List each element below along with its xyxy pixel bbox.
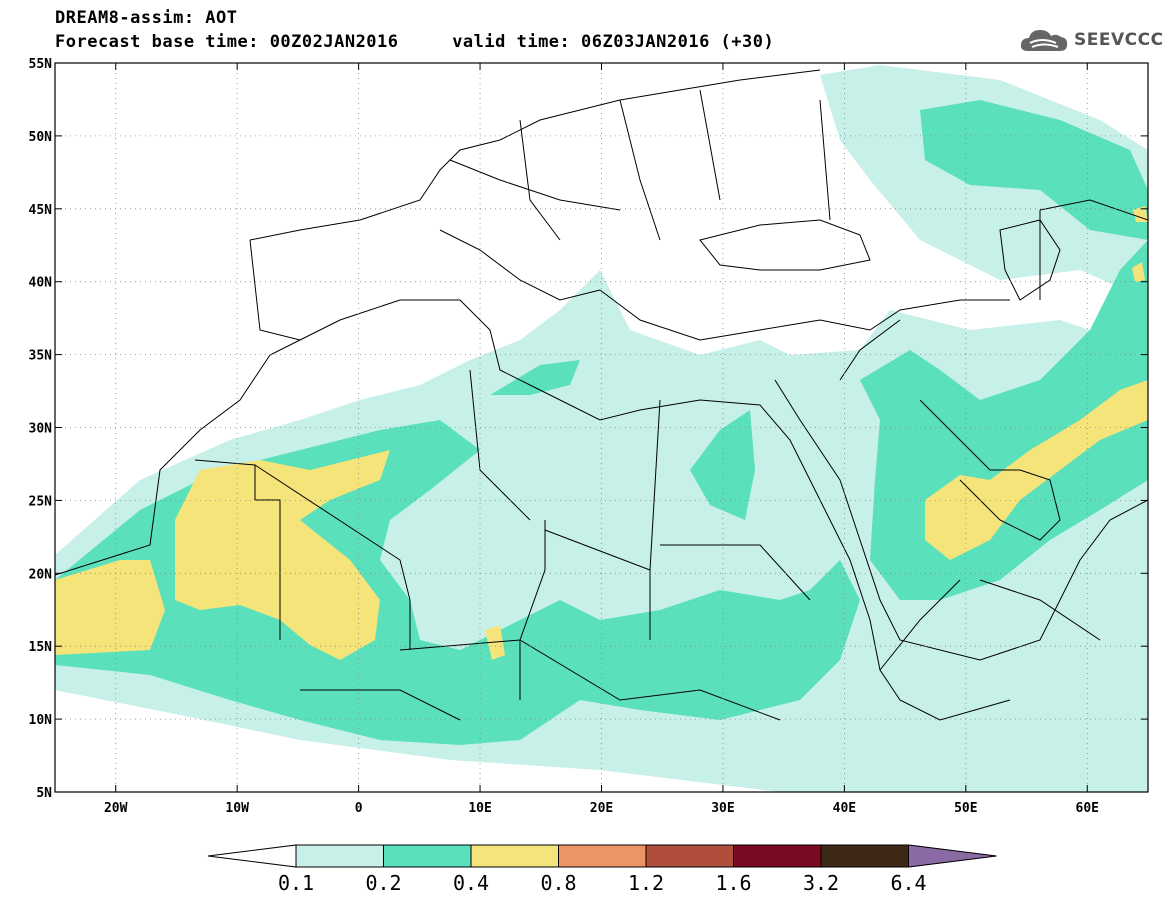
lat-label: 10N [29,713,53,728]
colorbar-segment [820,844,909,868]
lon-label: 20W [104,801,128,816]
lat-label: 50N [29,130,53,145]
lon-label: 20E [590,801,613,816]
colorbar-segment [295,844,384,868]
colorbar-segment [558,844,647,868]
colorbar-extend-high [908,844,997,868]
lat-label: 45N [29,203,53,218]
lon-label: 10W [225,801,249,816]
colorbar-segment [645,844,734,868]
lat-label: 30N [29,422,53,437]
colorbar-label: 6.4 [890,871,926,895]
logo-text: SEEVCCC [1074,30,1164,50]
aot-level-0.4-0.8 [55,206,1148,660]
colorbar-extend-low [207,844,297,868]
colorbar-label: 0.1 [278,871,314,895]
colorbar-label: 0.2 [365,871,401,895]
lat-label: 20N [29,567,53,582]
lat-label: 40N [29,276,53,291]
colorbar-segment [383,844,472,868]
lat-label: 5N [36,786,52,801]
colorbar-label: 3.2 [803,871,839,895]
forecast-time-subtitle: Forecast base time: 00Z02JAN2016 valid t… [55,32,775,52]
lon-label: 60E [1076,801,1099,816]
lat-label: 25N [29,494,53,509]
lat-label: 55N [29,57,53,72]
map-title: DREAM8-assim: AOT [55,8,238,28]
aot-field [55,63,1148,792]
seevccc-logo: SEEVCCC [1018,22,1164,58]
colorbar-segment [733,844,822,868]
cloud-icon [1020,30,1068,51]
colorbar: 0.1 0.2 0.4 0.8 1.2 1.6 3.2 6.4 [207,844,997,895]
lon-label: 30E [711,801,734,816]
colorbar-label: 0.8 [540,871,576,895]
axis-ticks [55,62,1148,793]
colorbar-label: 1.2 [628,871,664,895]
colorbar-label: 0.4 [453,871,489,895]
map-gridlines [55,63,1148,792]
lat-label: 35N [29,349,53,364]
lon-label: 50E [954,801,977,816]
latitude-labels: 55N 50N 45N 40N 35N 30N 25N 20N 15N 10N 5N [29,57,53,801]
lat-label: 15N [29,640,53,655]
lon-label: 0 [355,801,363,816]
lon-label: 40E [833,801,856,816]
lon-label: 10E [468,801,491,816]
longitude-labels: 20W 10W 0 10E 20E 30E 40E 50E 60E [104,801,1099,816]
colorbar-label: 1.6 [715,871,751,895]
colorbar-segment [470,844,559,868]
